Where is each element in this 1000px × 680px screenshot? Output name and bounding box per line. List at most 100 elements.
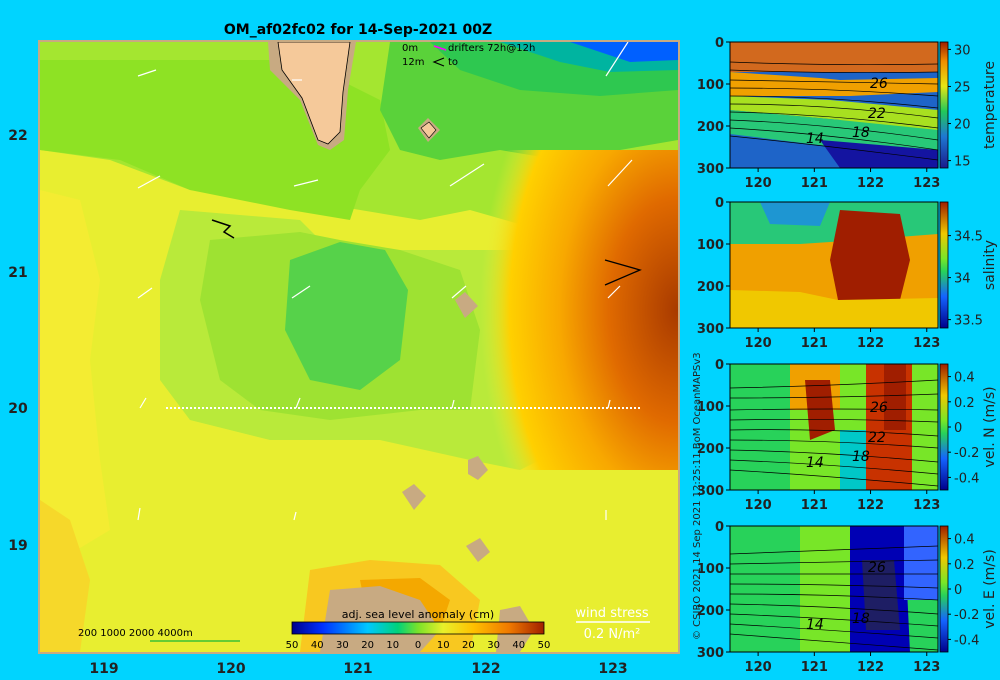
salinity-panel	[730, 202, 938, 328]
x-tick: 120	[216, 661, 245, 677]
section-salinity-colorbar-tick: 34.5	[954, 230, 983, 245]
sla-colorbar-tick: 30	[487, 640, 500, 651]
velE-panel: 26 18 14	[730, 526, 938, 652]
sla-colorbar-tick: 10	[386, 640, 399, 651]
section-salinity-y-tick: 300	[697, 322, 724, 337]
map-title: OM_af02fc02 for 14-Sep-2021 00Z	[224, 22, 492, 38]
section-velN-colorbar	[939, 363, 949, 491]
sla-colorbar-tick: 50	[538, 640, 551, 651]
svg-text:26: 26	[870, 76, 888, 92]
section-velN-x-tick: 121	[801, 498, 828, 513]
section-velE-colorbar-tick: -0.4	[954, 633, 979, 648]
section-velE-colorbar-tick: 0.4	[954, 533, 975, 548]
svg-text:14: 14	[806, 617, 824, 633]
section-velE-colorbar-label: vel. E (m/s)	[982, 549, 998, 629]
section-temperature-colorbar-tick: 25	[954, 80, 971, 95]
svg-text:26: 26	[868, 560, 886, 576]
section-temperature-y-tick: 200	[697, 120, 724, 135]
section-velN-frame	[729, 363, 939, 491]
section-salinity-colorbar-tick: 33.5	[954, 314, 983, 329]
section-velE-y-tick: 300	[697, 646, 724, 661]
colorbar-label: adj. sea level anomaly (cm)	[342, 608, 494, 621]
svg-text:14: 14	[806, 131, 824, 147]
drifters-legend: drifters 72h@12h	[448, 43, 535, 54]
credit-text: © CSIRO 2021 14 Sep 2021 12:25:11 BoM Oc…	[692, 352, 703, 640]
section-temperature-x-tick: 123	[913, 176, 940, 191]
section-salinity-x-tick: 120	[745, 336, 772, 351]
section-temperature-x-tick: 122	[857, 176, 884, 191]
depth-legend-swatch	[150, 640, 240, 642]
section-temperature-colorbar-label: temperature	[982, 61, 998, 149]
section-velN-y-tick: 100	[697, 400, 724, 415]
section-temperature-x-tick: 120	[745, 176, 772, 191]
section-salinity-y-tick: 100	[697, 238, 724, 253]
svg-text:18: 18	[852, 611, 870, 627]
section-velE-y-tick: 200	[697, 604, 724, 619]
section-salinity-frame	[729, 201, 939, 329]
section-velE-colorbar-tick: 0.2	[954, 558, 975, 573]
map-panel: 119 120 121 122 123 22 21 20 19 OM_af02f…	[8, 22, 680, 677]
sla-colorbar-tick: 40	[311, 640, 324, 651]
svg-text:14: 14	[806, 455, 824, 471]
section-velN-colorbar-tick: -0.4	[954, 471, 979, 486]
depth-legend: 200 1000 2000 4000m	[78, 628, 193, 639]
section-temperature-colorbar	[939, 41, 949, 169]
temperature-panel: 26 22 18 14	[730, 42, 938, 168]
section-velN-x-tick: 122	[857, 498, 884, 513]
section-velN-x-tick: 120	[745, 498, 772, 513]
drifter-track	[211, 219, 235, 239]
section-velE-x-tick: 120	[745, 660, 772, 675]
section-velN-colorbar-tick: -0.2	[954, 446, 979, 461]
sla-colorbar-tick: 50	[286, 640, 299, 651]
legend-0m: 0m	[402, 43, 418, 54]
svg-text:18: 18	[852, 125, 870, 141]
svg-text:22: 22	[868, 106, 886, 122]
section-temperature-y-tick: 100	[697, 78, 724, 93]
x-tick: 123	[598, 661, 627, 677]
svg-text:18: 18	[852, 449, 870, 465]
section-velE-colorbar-tick: 0	[954, 583, 962, 598]
sla-colorbar-tick: 20	[462, 640, 475, 651]
drifter-legend-icon	[433, 45, 447, 51]
section-velN-y-tick: 200	[697, 442, 724, 457]
x-tick: 119	[89, 661, 118, 677]
y-tick: 21	[8, 265, 27, 281]
section-velN-colorbar-tick: 0	[954, 421, 962, 436]
section-salinity-x-tick: 123	[913, 336, 940, 351]
x-tick: 122	[471, 661, 500, 677]
section-velN-y-tick: 300	[697, 484, 724, 499]
wind-stress-scale: 0.2 N/m²	[584, 627, 641, 642]
section-velE-x-tick: 122	[857, 660, 884, 675]
x-tick: 121	[343, 661, 372, 677]
section-salinity-x-tick: 121	[801, 336, 828, 351]
y-tick: 20	[8, 401, 28, 417]
velN-panel: 26 22 18 14	[730, 364, 938, 490]
svg-text:22: 22	[868, 430, 886, 446]
section-velE-x-tick: 123	[913, 660, 940, 675]
section-temperature-y-tick: 300	[697, 162, 724, 177]
sla-colorbar-tick: 30	[336, 640, 349, 651]
section-velE-y-tick: 100	[697, 562, 724, 577]
section-panels: 26 22 18 14	[692, 36, 998, 675]
sla-colorbar-tick: 20	[361, 640, 374, 651]
sla-colorbar	[291, 621, 545, 635]
section-velE-y-tick: 0	[715, 520, 724, 535]
section-velN-colorbar-tick: 0.2	[954, 396, 975, 411]
section-salinity-x-tick: 122	[857, 336, 884, 351]
svg-text:26: 26	[870, 400, 888, 416]
section-temperature-x-tick: 121	[801, 176, 828, 191]
section-salinity-y-tick: 200	[697, 280, 724, 295]
sla-colorbar-tick: 0	[415, 640, 421, 651]
section-temperature-frame	[729, 41, 939, 169]
section-salinity-colorbar	[939, 201, 949, 329]
sla-colorbar-tick: 40	[512, 640, 525, 651]
wind-stress-label: wind stress	[575, 606, 649, 621]
section-velE-frame	[729, 525, 939, 653]
section-velN-colorbar-label: vel. N (m/s)	[982, 386, 998, 467]
section-salinity-colorbar-tick: 34	[954, 272, 971, 287]
section-temperature-colorbar-tick: 20	[954, 118, 971, 133]
section-velN-colorbar-tick: 0.4	[954, 371, 975, 386]
sla-colorbar-tick: 10	[437, 640, 450, 651]
section-velN-y-tick: 0	[715, 358, 724, 373]
